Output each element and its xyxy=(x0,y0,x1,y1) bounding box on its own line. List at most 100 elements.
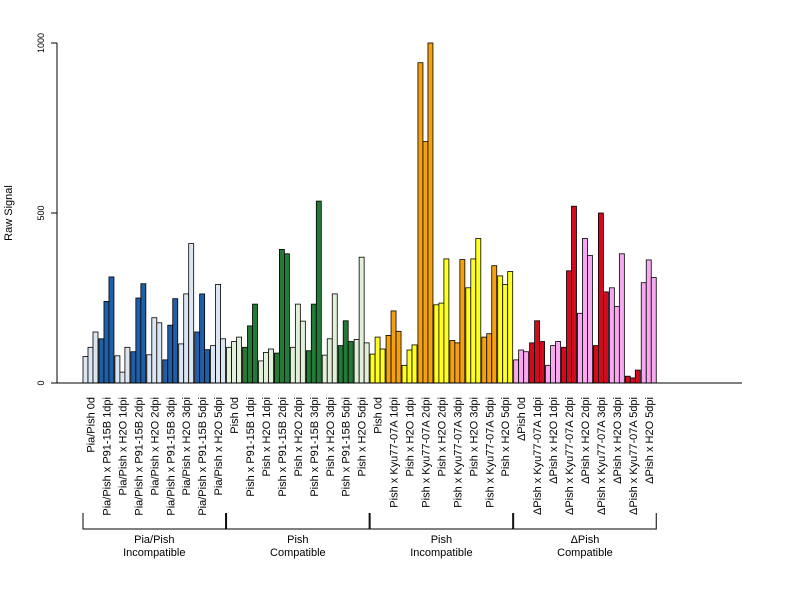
group-label-line1: Pish xyxy=(431,534,452,546)
bar xyxy=(162,359,169,384)
x-tick-label: Pish x H2O 5dpi xyxy=(357,397,369,476)
bar xyxy=(454,342,461,384)
bar xyxy=(199,293,206,384)
bar xyxy=(337,345,344,384)
bar xyxy=(443,258,450,384)
bar xyxy=(87,346,94,384)
bar xyxy=(289,346,296,384)
bar xyxy=(433,304,440,384)
bar xyxy=(252,303,258,384)
x-tick-label: ΔPish x H2O 1dpi xyxy=(548,397,560,484)
bar xyxy=(486,333,493,384)
bar xyxy=(363,342,370,384)
bar xyxy=(587,255,593,384)
bar xyxy=(618,253,625,384)
x-tick-label: Pish 0d xyxy=(373,397,385,434)
x-tick-label: Pia/Pish x H2O 2dpi xyxy=(149,397,161,495)
bar xyxy=(358,256,365,384)
bar xyxy=(401,364,408,384)
bar xyxy=(449,340,456,384)
bar xyxy=(582,238,588,384)
bar xyxy=(645,259,652,384)
x-tick-label: Pish 0d xyxy=(229,397,241,434)
y-tick-label: 500 xyxy=(36,205,46,220)
x-tick-label: Pish x P91-15B 1dpi xyxy=(245,397,257,497)
bar xyxy=(550,345,556,384)
bar xyxy=(242,346,248,384)
bar xyxy=(231,341,237,384)
x-tick-label: Pia/Pish x H2O 5dpi xyxy=(213,397,225,495)
bar xyxy=(513,359,520,384)
x-tick-label: Pish x H2O 5dpi xyxy=(500,397,512,476)
x-tick-label: Pia/Pish x H2O 3dpi xyxy=(181,397,193,495)
bar xyxy=(294,303,301,384)
bar xyxy=(156,322,163,384)
bar xyxy=(491,265,498,384)
group-bracket xyxy=(513,513,657,530)
bars xyxy=(82,42,657,384)
x-tick-label: Pish x H2O 2dpi xyxy=(436,397,448,476)
group-bracket xyxy=(369,513,514,530)
group-label-line2: Compatible xyxy=(270,547,326,559)
bar xyxy=(310,303,317,384)
bar xyxy=(194,331,201,384)
bar xyxy=(481,336,488,384)
group-label-line2: Incompatible xyxy=(410,547,472,559)
x-tick-label: Pish x H2O 1dpi xyxy=(261,397,273,476)
bar xyxy=(369,353,376,384)
bar xyxy=(634,369,641,384)
bar xyxy=(438,302,445,384)
x-tick-label: Pia/Pish x P91-15B 1dpi xyxy=(101,397,113,516)
bar xyxy=(411,344,418,384)
bar xyxy=(315,200,322,384)
bar xyxy=(353,339,360,384)
bar xyxy=(135,297,142,384)
bar xyxy=(613,306,620,384)
bar xyxy=(593,345,599,384)
bar xyxy=(507,271,514,384)
bar xyxy=(220,338,227,384)
x-tick-label: ΔPish 0d xyxy=(516,397,528,441)
group-label-line2: Incompatible xyxy=(123,547,185,559)
bar xyxy=(273,352,280,384)
x-tick-label: Pish x P91-15B 5dpi xyxy=(341,397,353,497)
bar xyxy=(140,283,147,384)
bar xyxy=(167,324,174,384)
y-tick-label: 0 xyxy=(36,380,46,385)
bar xyxy=(178,343,185,384)
bar xyxy=(204,349,211,384)
bar xyxy=(385,334,392,384)
bar xyxy=(629,377,636,384)
x-tick-label: ΔPish x H2O 5dpi xyxy=(644,397,656,484)
bar xyxy=(427,42,434,384)
bar xyxy=(640,282,647,384)
group-bracket xyxy=(82,513,227,530)
bar xyxy=(331,293,338,384)
bar xyxy=(92,331,99,384)
x-tick-label: Pish x H2O 3dpi xyxy=(468,397,480,476)
x-tick-label: Pish x H2O 1dpi xyxy=(405,397,417,476)
bar xyxy=(379,348,386,384)
bar xyxy=(183,293,190,384)
y-axis-label: Raw Signal xyxy=(3,185,15,241)
bar xyxy=(321,354,328,384)
bar xyxy=(188,243,195,384)
y-axis: 0 500 1000 xyxy=(36,33,58,386)
bar xyxy=(268,348,274,384)
bar xyxy=(497,275,504,384)
x-tick-label: Pish x Kyu77-07A 5dpi xyxy=(484,397,496,508)
bar xyxy=(146,354,153,384)
bar xyxy=(215,283,222,384)
bar xyxy=(561,346,567,384)
bar xyxy=(114,355,121,384)
group-label-line1: Pish xyxy=(287,534,308,546)
bar xyxy=(475,238,482,384)
bar xyxy=(119,371,126,384)
x-tick-label: Pia/Pish x P91-15B 2dpi xyxy=(133,397,145,516)
x-tick-label: Pish x Kyu77-07A 3dpi xyxy=(452,397,464,508)
x-tick-label: ΔPish x Kyu77-07A 3dpi xyxy=(596,397,608,515)
bar xyxy=(263,351,269,384)
bar xyxy=(598,212,604,384)
bar xyxy=(555,341,561,384)
